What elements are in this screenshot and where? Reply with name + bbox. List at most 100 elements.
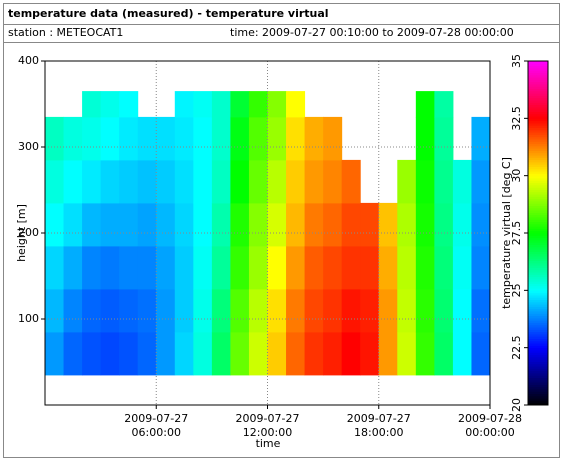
heat-cell: [471, 245, 491, 290]
heat-cell: [211, 116, 231, 161]
colorbar-strip: [528, 99, 548, 103]
heat-cell: [267, 288, 287, 333]
colorbar-strip: [528, 93, 548, 96]
colorbar-strip: [528, 304, 548, 307]
colorbar-strip: [528, 230, 548, 234]
colorbar-strip: [528, 221, 548, 225]
colorbar-strip: [528, 161, 548, 165]
heat-cell: [174, 91, 194, 118]
heat-cell: [119, 159, 139, 204]
colorbar-strip: [528, 214, 548, 218]
heat-cell: [267, 159, 287, 204]
colorbar-strip: [528, 102, 548, 106]
colorbar-strip: [528, 324, 548, 328]
heat-cell: [156, 331, 176, 376]
heat-cell: [45, 331, 65, 376]
colorbar-strip: [528, 141, 548, 145]
heat-cell: [193, 202, 213, 247]
colorbar-strip: [528, 382, 548, 385]
colorbar-strip: [528, 116, 548, 119]
heat-cell: [137, 116, 157, 161]
colorbar-strip: [528, 393, 548, 397]
colorbar-strip: [528, 177, 548, 181]
heat-cell: [434, 202, 454, 247]
heat-cell: [304, 331, 324, 376]
y-tick-label: 100: [18, 312, 39, 325]
heat-cell: [193, 331, 213, 376]
colorbar-strip: [528, 278, 548, 282]
heat-cell: [137, 288, 157, 333]
heat-cell: [471, 288, 491, 333]
heat-cell: [341, 202, 361, 247]
heat-cell: [100, 116, 120, 161]
colorbar-strip: [528, 315, 548, 319]
colorbar-strip: [528, 329, 548, 333]
colorbar-strip: [528, 150, 548, 154]
colorbar-strip: [528, 159, 548, 163]
colorbar-tick-label: 30: [510, 169, 523, 183]
heat-cell: [82, 116, 102, 161]
colorbar-strip: [528, 210, 548, 213]
heat-cell: [323, 331, 343, 376]
heat-cell: [378, 331, 398, 376]
heat-cell: [45, 159, 65, 204]
colorbar-strip: [528, 375, 548, 378]
colorbar-strip: [528, 267, 548, 271]
heat-cell: [230, 288, 250, 333]
colorbar-strip: [528, 366, 548, 369]
colorbar-strip: [528, 400, 548, 404]
colorbar-strip: [528, 164, 548, 167]
heat-cell: [156, 245, 176, 290]
x-tick-label: 2009-07-27 06:00:00: [124, 412, 188, 439]
colorbar-strip: [528, 313, 548, 317]
colorbar-strip: [528, 354, 548, 358]
heat-cell: [45, 245, 65, 290]
colorbar-strip: [528, 182, 548, 186]
colorbar-strip: [528, 228, 548, 232]
colorbar-strip: [528, 194, 548, 197]
colorbar-strip: [528, 81, 548, 85]
colorbar-strip: [528, 74, 548, 78]
heat-cell: [304, 116, 324, 161]
colorbar-strip: [528, 308, 548, 312]
heat-cell: [434, 288, 454, 333]
colorbar-strip: [528, 145, 548, 149]
heat-cell: [63, 288, 83, 333]
chart-title: temperature data (measured) - temperatur…: [8, 7, 329, 20]
heat-cell: [174, 288, 194, 333]
colorbar-strip: [528, 347, 548, 351]
heat-cell: [82, 202, 102, 247]
colorbar-strip: [528, 343, 548, 346]
heat-cell: [211, 288, 231, 333]
heat-cell: [286, 91, 306, 118]
heat-cell: [415, 331, 435, 376]
colorbar-strip: [528, 88, 548, 92]
heat-cell: [100, 202, 120, 247]
heat-cell: [452, 245, 472, 290]
heat-cell: [119, 116, 139, 161]
heat-cell: [323, 245, 343, 290]
colorbar-strip: [528, 63, 548, 67]
x-tick-label: 2009-07-27 12:00:00: [236, 412, 300, 439]
colorbar-strip: [528, 292, 548, 296]
heat-cell: [193, 245, 213, 290]
colorbar-strip: [528, 173, 548, 177]
heat-cell: [415, 159, 435, 204]
colorbar-strip: [528, 352, 548, 356]
colorbar-strip: [528, 189, 548, 193]
heat-cell: [304, 159, 324, 204]
colorbar-strip: [528, 134, 548, 138]
heat-cell: [378, 202, 398, 247]
colorbar-strip: [528, 398, 548, 401]
colorbar-strip: [528, 395, 548, 399]
colorbar-strip: [528, 310, 548, 314]
heat-cell: [248, 331, 268, 376]
heat-cell: [415, 202, 435, 247]
colorbar-strip: [528, 288, 548, 291]
colorbar-strip: [528, 226, 548, 229]
heat-cell: [434, 116, 454, 161]
colorbar-strip: [528, 132, 548, 135]
heat-cell: [230, 116, 250, 161]
heat-cell: [211, 159, 231, 204]
heat-cell: [341, 331, 361, 376]
